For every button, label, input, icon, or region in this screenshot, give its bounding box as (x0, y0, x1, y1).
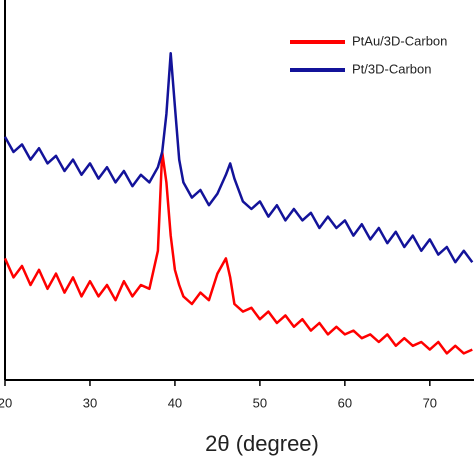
x-tick-label: 20 (0, 395, 12, 410)
series-line (3, 150, 473, 355)
x-axis-label: 2θ (degree) (205, 431, 319, 456)
x-tick-label: 50 (253, 395, 267, 410)
legend-label: PtAu/3D-Carbon (352, 33, 447, 48)
x-tick-label: 70 (423, 395, 437, 410)
x-tick-label: 40 (168, 395, 182, 410)
x-tick-label: 30 (83, 395, 97, 410)
x-tick-label: 60 (338, 395, 352, 410)
legend-label: Pt/3D-Carbon (352, 61, 431, 76)
series-line (3, 51, 474, 264)
